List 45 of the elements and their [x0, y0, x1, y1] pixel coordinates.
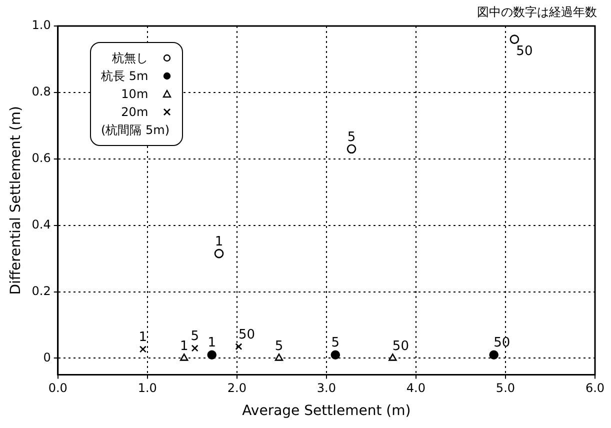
legend-label: 杭無し — [111, 50, 148, 67]
annotation: 5 — [190, 329, 199, 344]
text: 図中の数字は経過年数 — [477, 4, 597, 21]
y-tick-label: 0 — [43, 350, 51, 364]
point — [274, 354, 284, 361]
y-axis-title: Differential Settlement (m) — [8, 106, 24, 295]
y-tick-label: 0.4 — [32, 217, 51, 232]
annotation: 1 — [214, 234, 224, 250]
annotation: 50 — [392, 339, 409, 354]
point — [235, 343, 242, 350]
x-tick-label: 3.0 — [316, 381, 336, 396]
point — [489, 350, 498, 360]
x-axis-title: Average Settlement (m) — [242, 403, 411, 420]
x-tick-label: 6.0 — [585, 381, 605, 396]
legend-label: 10m — [120, 86, 148, 103]
point — [207, 350, 217, 360]
y-tick-label: 0.8 — [32, 84, 51, 99]
annotation: 50 — [516, 44, 533, 60]
x-tick-label: 0.0 — [48, 381, 68, 396]
annotation: 5 — [347, 130, 356, 145]
point — [139, 346, 146, 353]
point — [388, 354, 397, 361]
point — [330, 350, 340, 360]
x-tick-label: 5.0 — [496, 381, 516, 396]
x-tick-label: 4.0 — [406, 381, 426, 396]
legend-label: 20m — [120, 104, 148, 121]
y-tick-label: 1.0 — [32, 18, 51, 32]
y-tick-label: 0.2 — [32, 284, 51, 298]
legend-label: 杭長 5m — [101, 68, 148, 85]
annotation: 5 — [274, 339, 284, 354]
annotation: 50 — [238, 327, 255, 342]
point — [180, 354, 188, 361]
point — [191, 344, 198, 352]
annotation: 1 — [180, 339, 188, 354]
y-tick-label: 0.6 — [32, 151, 51, 165]
annotation: 1 — [138, 330, 148, 346]
point — [214, 248, 224, 258]
annotation: 5 — [331, 336, 340, 351]
annotation: (杭間隔 5m) — [101, 122, 171, 139]
x-tick-label: 1.0 — [138, 381, 157, 396]
point — [346, 144, 356, 154]
annotation: 50 — [494, 336, 510, 351]
x-tick-label: 2.0 — [227, 381, 246, 396]
annotation: 1 — [208, 336, 216, 351]
point — [510, 34, 520, 44]
